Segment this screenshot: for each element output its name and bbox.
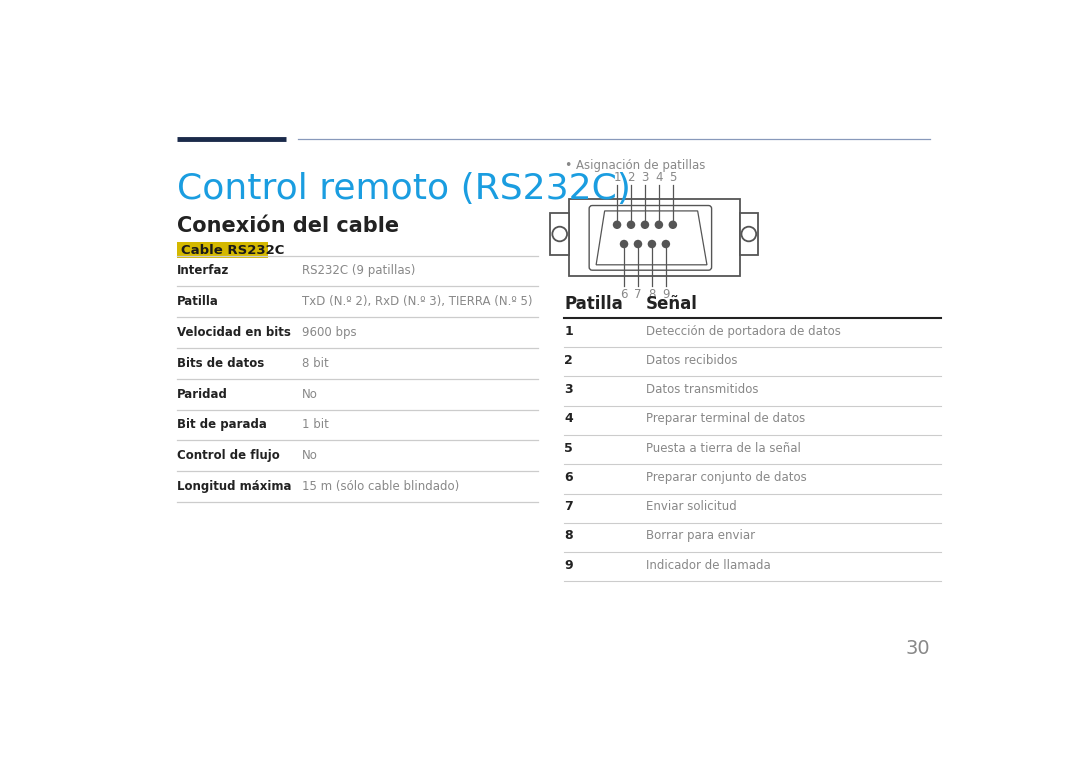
Text: 7: 7 (634, 288, 642, 301)
Text: Indicador de llamada: Indicador de llamada (646, 559, 770, 571)
Text: Bits de datos: Bits de datos (177, 357, 265, 370)
FancyBboxPatch shape (551, 213, 569, 255)
Text: 1 bit: 1 bit (301, 418, 328, 431)
Text: Patilla: Patilla (177, 295, 219, 308)
Text: 6: 6 (620, 288, 627, 301)
FancyBboxPatch shape (177, 243, 268, 258)
Text: 5: 5 (565, 442, 573, 455)
Circle shape (640, 221, 649, 229)
Text: Paridad: Paridad (177, 388, 228, 401)
Text: Detección de portadora de datos: Detección de portadora de datos (646, 324, 840, 337)
Text: Control remoto (RS232C): Control remoto (RS232C) (177, 172, 631, 207)
Text: 7: 7 (565, 501, 573, 513)
Circle shape (634, 240, 643, 248)
Text: 2: 2 (627, 171, 635, 184)
FancyBboxPatch shape (569, 199, 740, 276)
Text: 5: 5 (670, 171, 676, 184)
Text: Velocidad en bits: Velocidad en bits (177, 326, 291, 339)
Text: 30: 30 (905, 639, 930, 658)
Text: Conexión del cable: Conexión del cable (177, 216, 399, 237)
Text: Preparar conjunto de datos: Preparar conjunto de datos (646, 471, 807, 484)
Circle shape (612, 221, 621, 229)
Text: 1: 1 (565, 324, 573, 337)
Text: Puesta a tierra de la señal: Puesta a tierra de la señal (646, 442, 800, 455)
Text: Datos transmitidos: Datos transmitidos (646, 383, 758, 396)
FancyBboxPatch shape (740, 213, 758, 255)
Text: TxD (N.º 2), RxD (N.º 3), TIERRA (N.º 5): TxD (N.º 2), RxD (N.º 3), TIERRA (N.º 5) (301, 295, 532, 308)
Text: Longitud máxima: Longitud máxima (177, 480, 292, 493)
Circle shape (669, 221, 677, 229)
Text: Cable RS232C: Cable RS232C (180, 243, 284, 256)
Text: 9: 9 (662, 288, 670, 301)
Text: 6: 6 (565, 471, 573, 484)
Text: Interfaz: Interfaz (177, 265, 229, 278)
Text: 8: 8 (648, 288, 656, 301)
Text: Enviar solicitud: Enviar solicitud (646, 501, 737, 513)
Text: No: No (301, 388, 318, 401)
Circle shape (648, 240, 657, 248)
Text: Datos recibidos: Datos recibidos (646, 354, 738, 367)
Text: 1: 1 (613, 171, 621, 184)
Text: Control de flujo: Control de flujo (177, 449, 280, 462)
Text: •: • (565, 159, 571, 172)
Text: 8: 8 (565, 530, 573, 542)
Text: 2: 2 (565, 354, 573, 367)
Circle shape (620, 240, 629, 248)
Text: 9: 9 (565, 559, 573, 571)
Text: Asignación de patillas: Asignación de patillas (576, 159, 705, 172)
Circle shape (552, 227, 567, 241)
Text: 15 m (sólo cable blindado): 15 m (sólo cable blindado) (301, 480, 459, 493)
Text: Bit de parada: Bit de parada (177, 418, 267, 431)
Polygon shape (596, 211, 707, 265)
Circle shape (654, 221, 663, 229)
Text: 3: 3 (565, 383, 573, 396)
Circle shape (662, 240, 670, 248)
Text: 3: 3 (642, 171, 649, 184)
Text: 4: 4 (565, 412, 573, 426)
Text: Señal: Señal (646, 295, 698, 313)
Text: Borrar para enviar: Borrar para enviar (646, 530, 755, 542)
Text: 9600 bps: 9600 bps (301, 326, 356, 339)
FancyBboxPatch shape (590, 205, 712, 270)
Text: Patilla: Patilla (565, 295, 623, 313)
Circle shape (742, 227, 756, 241)
Circle shape (626, 221, 635, 229)
Text: RS232C (9 patillas): RS232C (9 patillas) (301, 265, 415, 278)
Text: 8 bit: 8 bit (301, 357, 328, 370)
Text: Preparar terminal de datos: Preparar terminal de datos (646, 412, 805, 426)
Text: 4: 4 (656, 171, 663, 184)
Text: No: No (301, 449, 318, 462)
